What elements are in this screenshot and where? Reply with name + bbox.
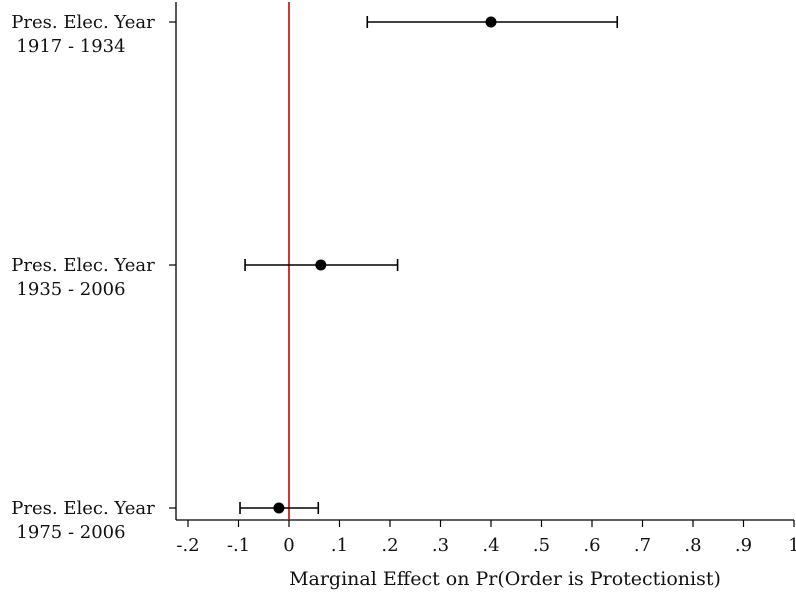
y-tick-label-line2: 1917 - 1934 <box>16 36 125 57</box>
x-tick-label: .6 <box>583 535 600 556</box>
x-tick-label: .7 <box>634 535 651 556</box>
point-estimate <box>485 16 497 28</box>
x-tick-label: .1 <box>331 535 348 556</box>
estimates-layer <box>239 16 619 514</box>
y-axis: Pres. Elec. Year 1917 - 1934 Pres. Elec. Y… <box>11 12 176 543</box>
plot-frame <box>175 2 794 521</box>
x-axis: -.2 -.1 0 .1 .2 .3 .4 .5 .6 .7 .8 .9 1 <box>176 520 796 556</box>
x-tick-label: .8 <box>684 535 701 556</box>
y-tick-label-line2: 1975 - 2006 <box>16 522 125 543</box>
x-axis-label: Marginal Effect on Pr(Order is Protectio… <box>289 568 721 590</box>
x-tick-label: .2 <box>381 535 398 556</box>
x-tick-label: .3 <box>432 535 449 556</box>
point-estimate <box>315 259 327 271</box>
y-tick-label-line2: 1935 - 2006 <box>16 279 125 300</box>
y-tick-label-line1: Pres. Elec. Year <box>11 255 155 276</box>
x-tick-label: 0 <box>283 535 294 556</box>
x-tick-label: .9 <box>735 535 752 556</box>
y-tick-label-line1: Pres. Elec. Year <box>11 498 155 519</box>
x-tick-label: -.1 <box>227 535 250 556</box>
x-tick-label: .4 <box>482 535 499 556</box>
x-tick-label: .5 <box>533 535 550 556</box>
x-tick-label: 1 <box>788 535 796 556</box>
x-tick-label: -.2 <box>176 535 199 556</box>
point-estimate <box>273 502 285 514</box>
y-tick-label-line1: Pres. Elec. Year <box>11 12 155 33</box>
